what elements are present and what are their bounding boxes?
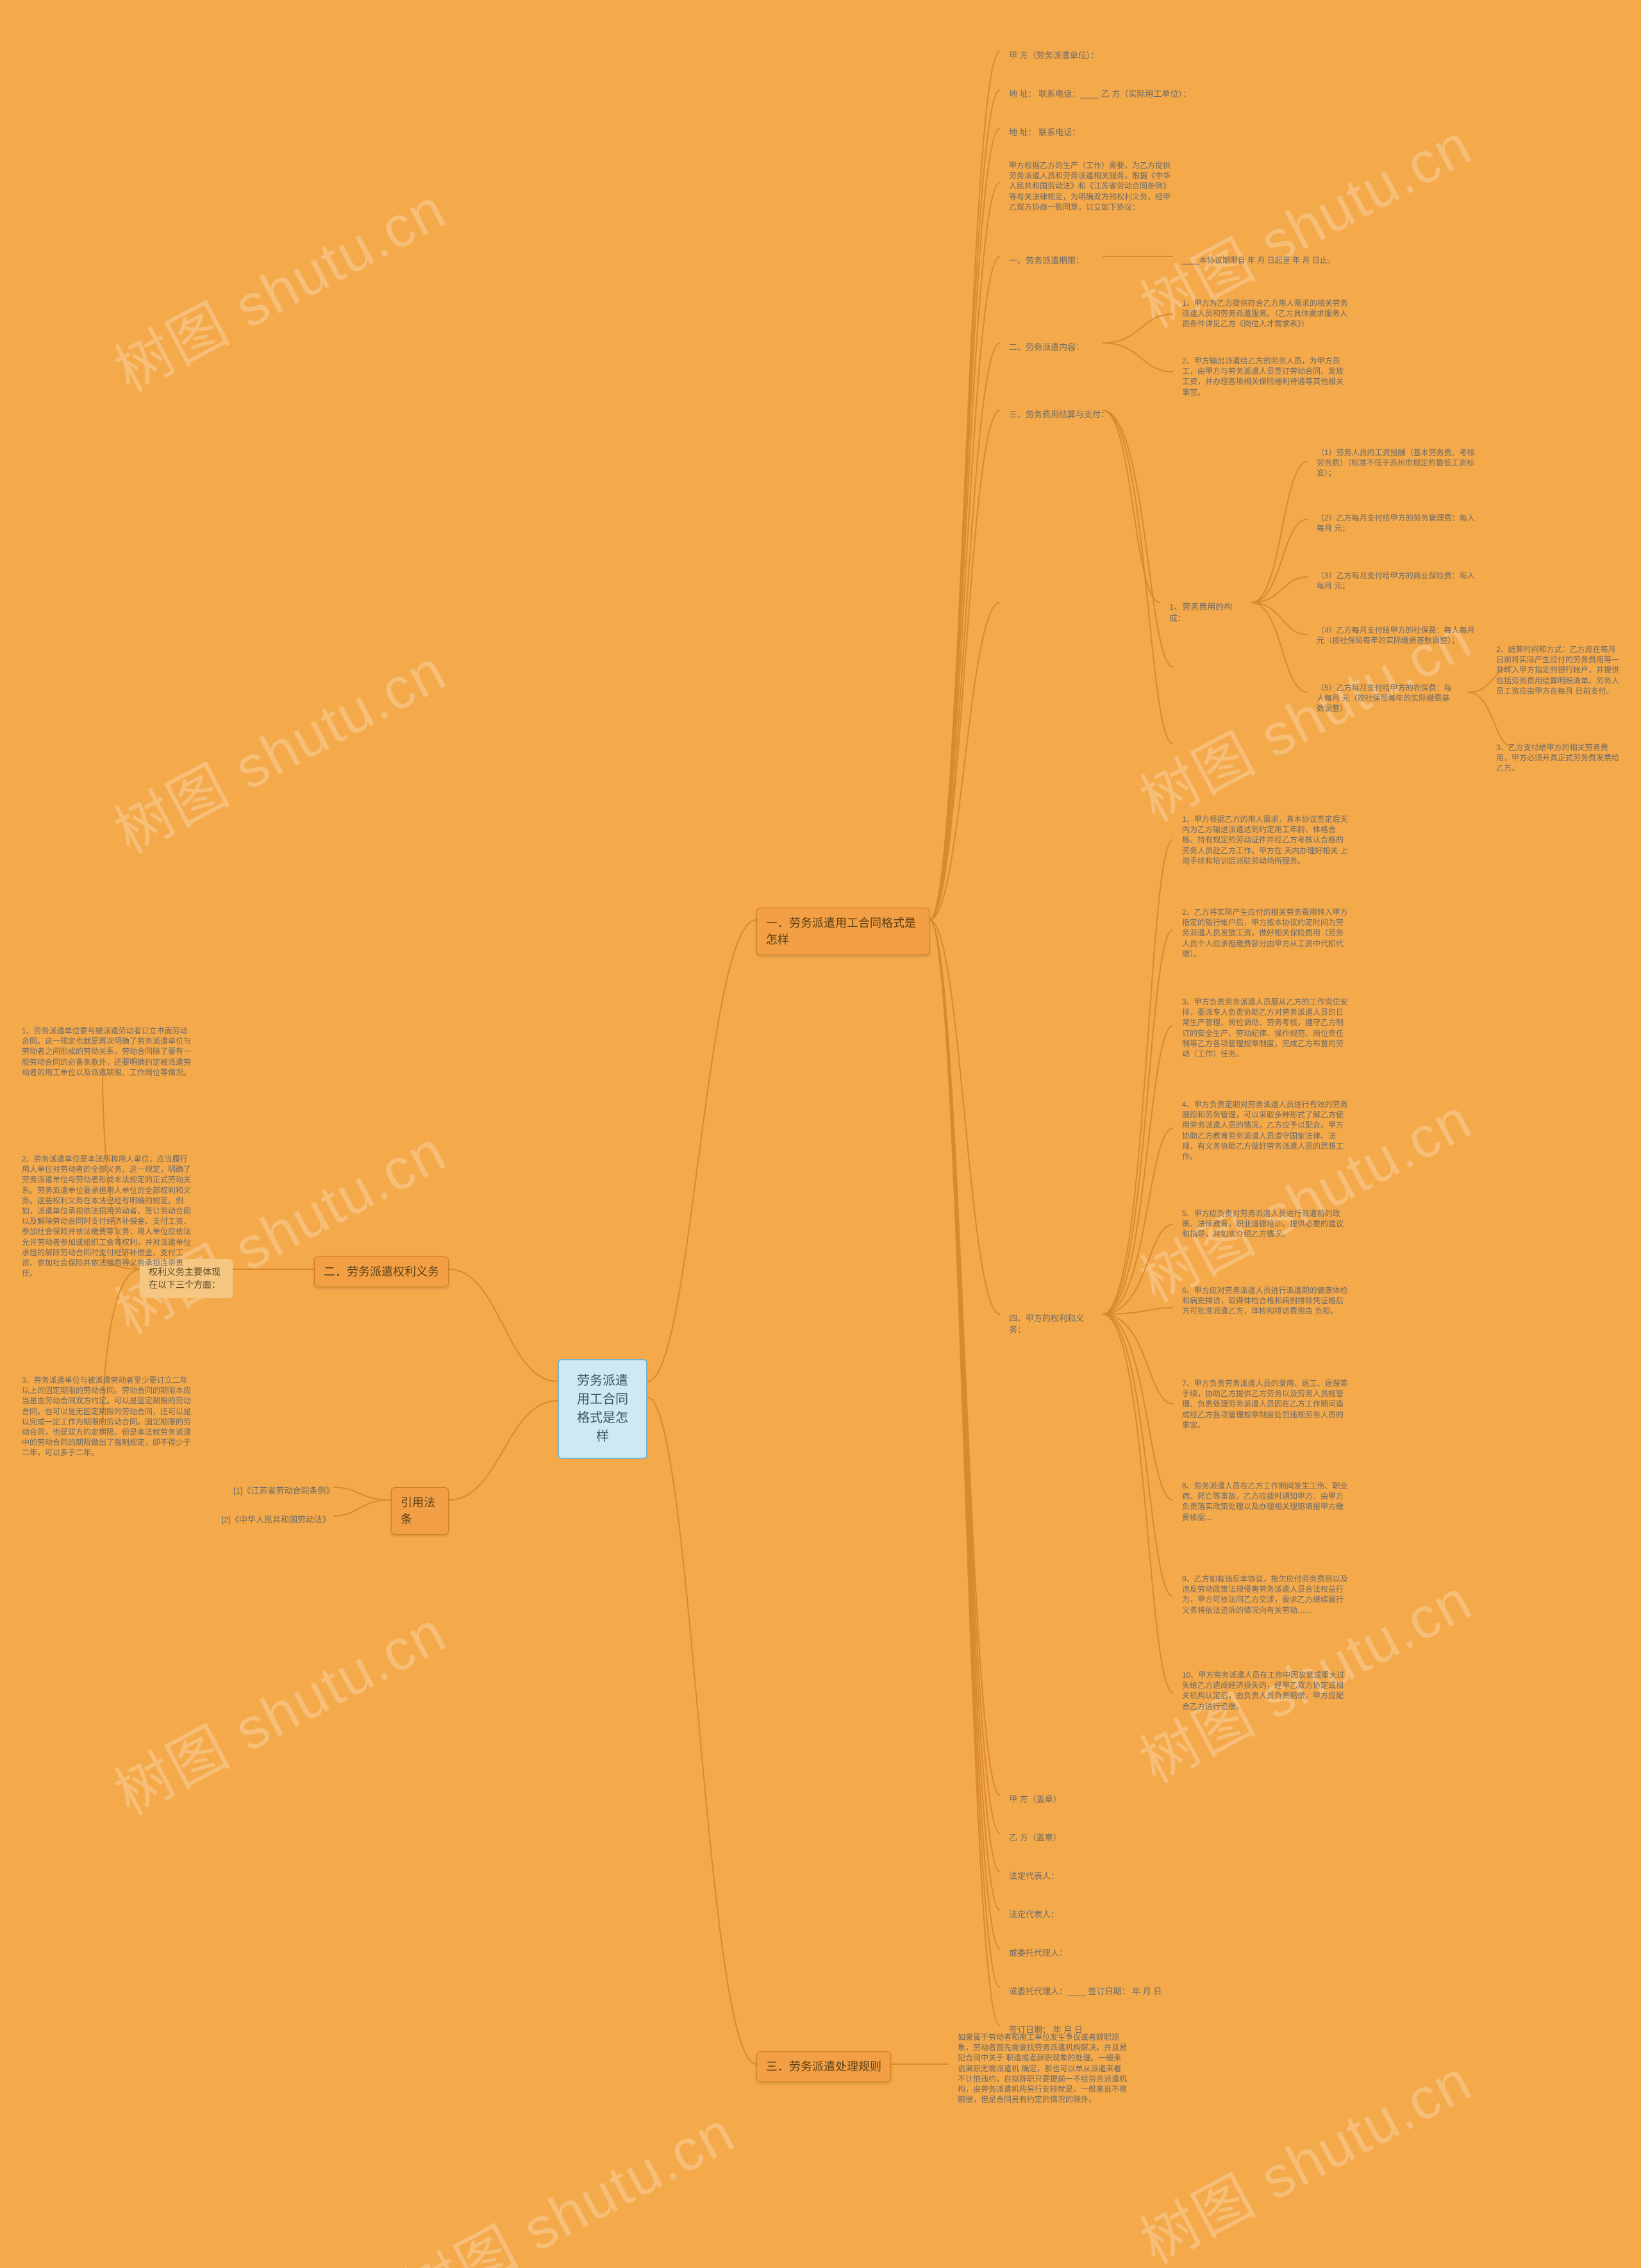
b1-i7-1-label: 1、劳务费用的构成： (1160, 595, 1250, 631)
watermark: 树图 shutu.cn (98, 163, 458, 407)
b1-i7-1-1: （1）劳务人员的工资报酬（基本劳务费、考核劳务费）（标准不低于苏州市规定的最低工… (1308, 441, 1487, 485)
b1-i6-1: 1、甲方为乙方提供符合乙方用人需求的相关劳务派遣人员和劳务派遣服务。（乙方具体需… (1173, 292, 1359, 336)
b2-i1: 1、劳务派遣单位要与被派遣劳动者订立书面劳动合同。这一规定也就是再次明确了劳务派… (13, 1019, 202, 1084)
b1-i5-label: 一、劳务派遣期限： (1000, 249, 1103, 273)
watermark: 树图 shutu.cn (387, 2086, 747, 2268)
b1-i2: 地 址： 联系电话：____ 乙 方（实际用工单位）： (1000, 82, 1244, 106)
b1-i7-1-3: （3）乙方每月支付给甲方的商业保险费：每人每月 元； (1308, 564, 1487, 597)
b3-text: 如果属于劳动者和用工单位发生争议或者辞职现象，劳动者首先需要找劳务派遣机构解决。… (949, 2026, 1138, 2111)
b2-i2: 2、劳务派遣单位是本法所称用人单位，应当履行用人单位对劳动者的全部义务。这一规定… (13, 1147, 202, 1285)
watermark: 树图 shutu.cn (98, 1586, 458, 1830)
mindmap-canvas: 树图 shutu.cn 树图 shutu.cn 树图 shutu.cn 树图 s… (0, 0, 1641, 2268)
connectors (0, 0, 1641, 2268)
b1-sig-a: 甲 方（盖章） (1000, 1787, 1128, 1812)
b1-i4: 甲方根据乙方的生产（工作）需要，为乙方提供劳务派遣人员和劳务派遣相关服务，根据《… (1000, 154, 1186, 219)
b1-sig-repa: 法定代表人： (1000, 1864, 1128, 1889)
b1-i8-label: 四、甲方的权利和义务： (1000, 1306, 1109, 1342)
b1-i7-3: 3、乙方支付给甲方的相关劳务费用，甲方必须开具正式劳务费发票给乙方。 (1487, 736, 1628, 780)
b1-sig-repb: 法定代表人： (1000, 1903, 1128, 1927)
branch-ref: 引用法条 (391, 1487, 449, 1535)
watermark: 树图 shutu.cn (1124, 2035, 1484, 2268)
b1-i8-3: 3、甲方负责劳务派遣人员服从乙方的工作岗位安排，委派专人负责协助乙方对劳务派遣人… (1173, 990, 1359, 1065)
b1-i7-1-2: （2）乙方每月支付给甲方的劳务管理费：每人每月 元； (1308, 506, 1487, 540)
root-node: 劳务派遣用工合同格式是怎样 (558, 1359, 647, 1459)
branch-3: 三．劳务派遣处理规则 (756, 2051, 891, 2082)
branch-1: 一．劳务派遣用工合同格式是怎样 (756, 908, 929, 955)
b1-i8-8: 8、劳务派遣人员在乙方工作期间发生工伤、职业病、死亡等事故，乙方应拨时通知甲方。… (1173, 1474, 1359, 1529)
watermark: 树图 shutu.cn (98, 624, 458, 869)
b1-i8-5: 5、甲方应负责对劳务派遣人员进行派遣前的政策、法律教育，职业道德培训，提供必要的… (1173, 1202, 1359, 1246)
b1-i8-10: 10、甲方劳务派遣人员在工作中因故意或重大过失给乙方造成经济损失的，经甲乙双方协… (1173, 1663, 1359, 1718)
b1-i8-4: 4、甲方负责定期对劳务派遣人员进行有效的劳务跟踪和劳务管理，可以采取多种形式了解… (1173, 1093, 1359, 1168)
branch-2: 二．劳务派遣权利义务 (314, 1256, 449, 1287)
b1-i8-6: 6、甲方应对劳务派遣人员进行派遣期的健康体检和病史排访，取得体检合格和病例排除凭… (1173, 1279, 1359, 1323)
b1-sig-agenta: 或委托代理人： (1000, 1941, 1128, 1965)
b1-i6-2: 2、甲方输出派遣给乙方的劳务人员，为甲方员工，由甲方与劳务派遣人员签订劳动合同、… (1173, 349, 1359, 404)
b1-i8-9: 9、乙方如有违反本协议，拖欠应付劳务费局以及违反劳动政策法规侵害劳务派遣人员合法… (1173, 1567, 1359, 1622)
b1-i1: 甲 方（劳务派遣单位）： (1000, 44, 1199, 68)
b1-i3: 地 址： 联系电话： (1000, 121, 1199, 145)
b1-i8-2: 2、乙方将实际产生应付的相关劳务费用转入甲方指定的银行帐户后，甲方按本协议约定时… (1173, 901, 1359, 965)
ref-1: [1]《江苏省劳动合同条例》 (224, 1479, 340, 1503)
b1-i8-1: 1、甲方根据乙方的用人需求，真本协议签定后天内为乙方输送派遣达到约定用工年龄、体… (1173, 808, 1359, 872)
b1-sig-b: 乙 方（盖章） (1000, 1826, 1128, 1850)
b1-i5-1: ____本协议期限自 年 月 日起至 年 月 日止。 (1173, 249, 1365, 272)
ref-2: [2]《中华人民共和国劳动法》 (205, 1508, 340, 1532)
b1-i6-label: 二、劳务派遣内容： (1000, 335, 1103, 360)
b2-i3: 3、劳务派遣单位与被派遣劳动者至少要订立二年以上的固定期限的劳动合同。劳动合同的… (13, 1369, 202, 1465)
b1-sig-agentb: 或委托代理人：____ 签订日期： 年 月 日 (1000, 1980, 1205, 2004)
b1-i8-7: 7、甲方负责劳务派遣人员的录用、退工、退保等手续，协助乙方提供乙方劳务以及劳务人… (1173, 1372, 1359, 1437)
b1-i7-2: 2、结算时间和方式：乙方应在每月 日前将实际产生应付的劳务费用等一并转入甲方指定… (1487, 638, 1628, 703)
b1-i7-1-5: （5）乙方每月支付给甲方的农保费：每人每月 元（按社保局每年的实际缴费基数调整） (1308, 676, 1465, 721)
b1-i7-1-4: （4）乙方每月支付给甲方的社保费：每人每月 元（按社保局每年的实际缴费基数调整）… (1308, 619, 1487, 652)
b1-i7-label: 三、劳务费用结算与支付： (1000, 403, 1128, 427)
